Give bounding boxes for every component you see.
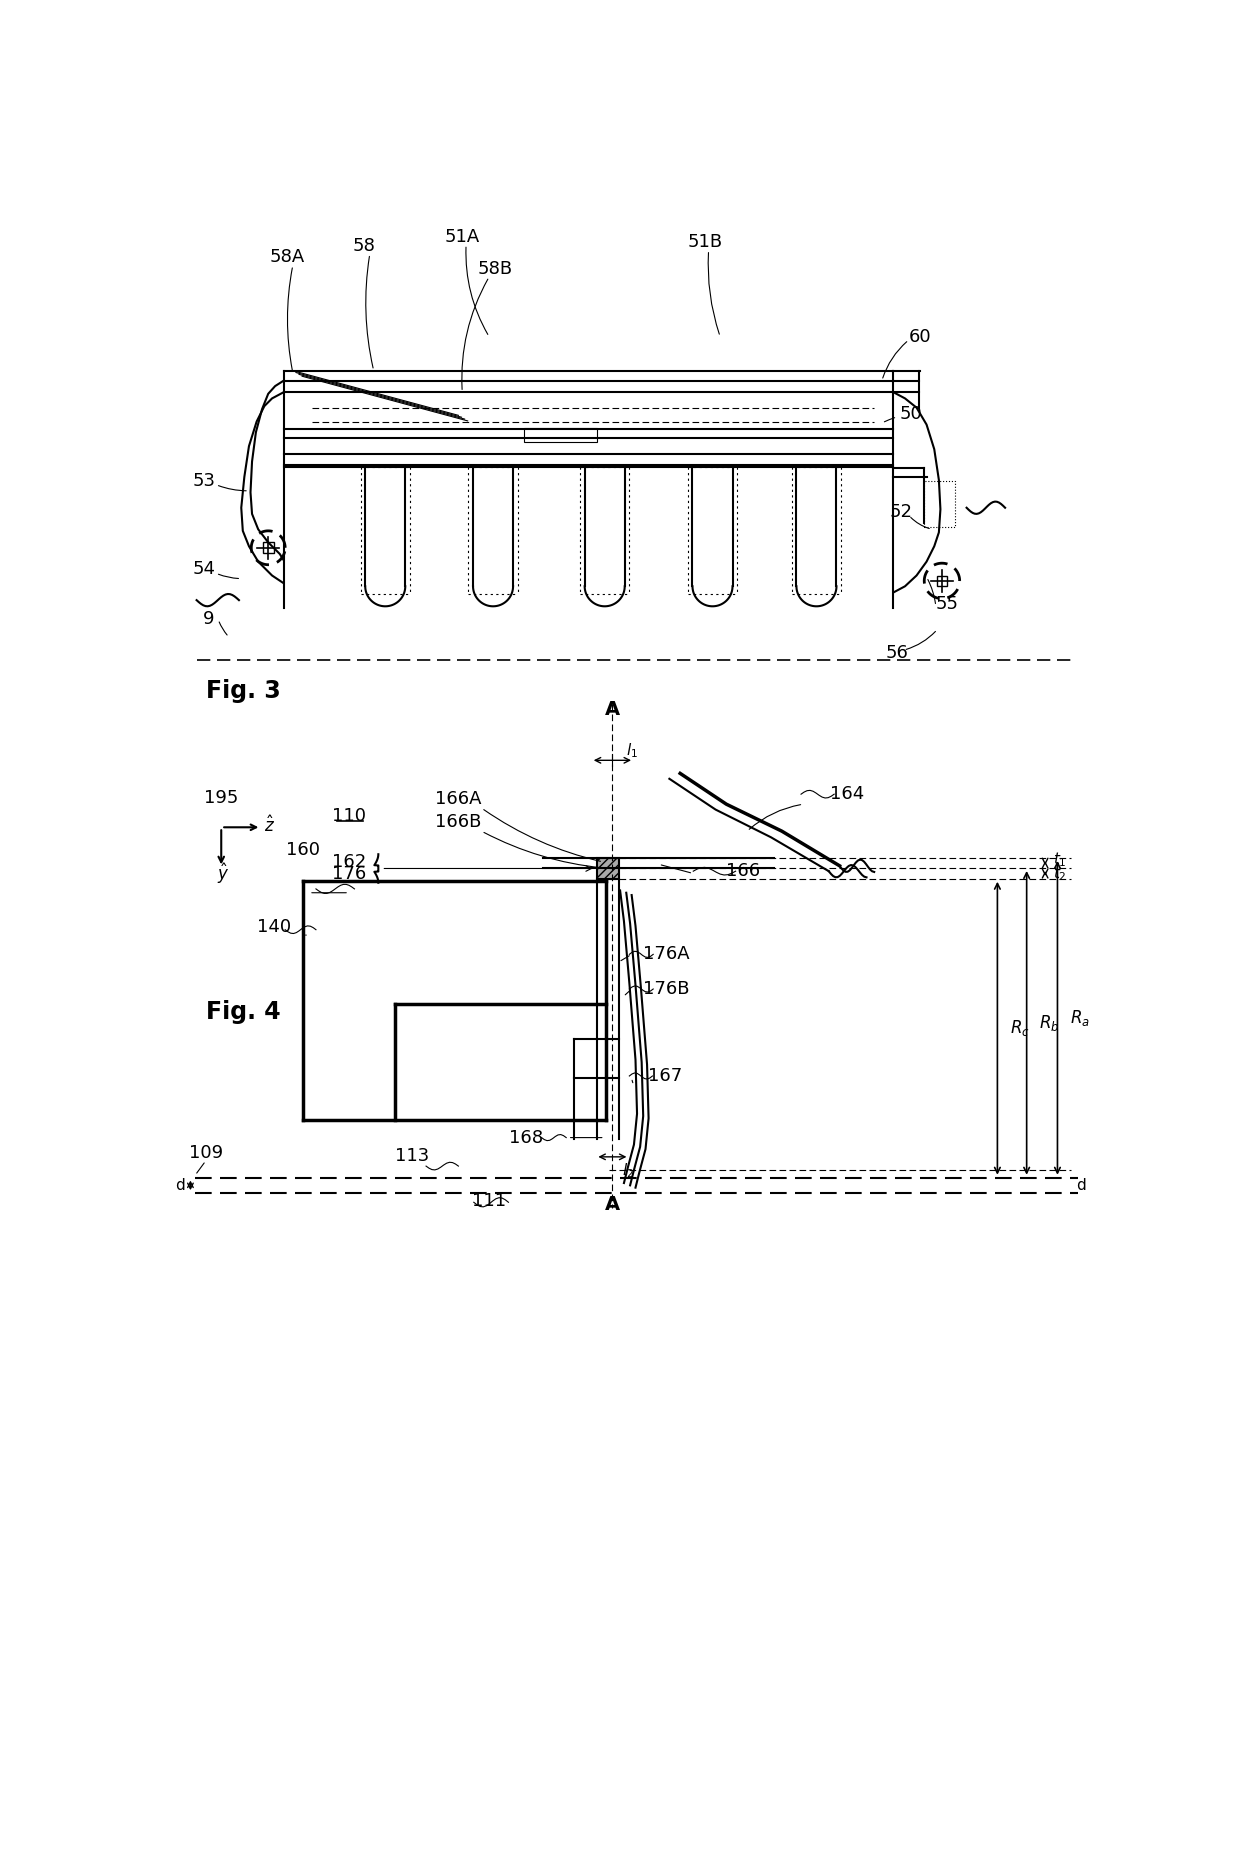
Text: 51A: 51A bbox=[445, 228, 480, 245]
Text: 167: 167 bbox=[647, 1068, 682, 1084]
Bar bbox=[263, 542, 274, 553]
Bar bbox=[936, 576, 947, 587]
Text: $t_2$: $t_2$ bbox=[1053, 864, 1066, 882]
Text: 52: 52 bbox=[889, 503, 913, 520]
Text: 195: 195 bbox=[205, 789, 238, 806]
Text: 111: 111 bbox=[472, 1192, 506, 1209]
Text: $l_1$: $l_1$ bbox=[626, 741, 639, 760]
Text: 140: 140 bbox=[257, 919, 290, 936]
Text: 166B: 166B bbox=[435, 813, 481, 830]
Text: 168: 168 bbox=[510, 1129, 543, 1146]
Text: 58A: 58A bbox=[270, 249, 305, 267]
Text: Fig. 3: Fig. 3 bbox=[206, 680, 280, 704]
Bar bbox=[523, 427, 596, 442]
Text: 166A: 166A bbox=[435, 789, 481, 808]
Text: A: A bbox=[605, 1196, 620, 1214]
Text: $R_c$: $R_c$ bbox=[1009, 1018, 1029, 1038]
Text: 176B: 176B bbox=[644, 980, 689, 997]
Text: $R_a$: $R_a$ bbox=[1070, 1008, 1090, 1029]
Text: 51B: 51B bbox=[687, 234, 723, 251]
Text: 160: 160 bbox=[286, 841, 320, 860]
Text: 58B: 58B bbox=[477, 260, 513, 279]
Text: 55: 55 bbox=[936, 594, 959, 613]
Bar bbox=[924, 481, 955, 527]
Text: 54: 54 bbox=[192, 561, 216, 578]
Text: 164: 164 bbox=[830, 786, 864, 804]
Text: 60: 60 bbox=[909, 329, 931, 345]
Text: $R_b$: $R_b$ bbox=[1039, 1012, 1059, 1032]
Text: 110: 110 bbox=[332, 806, 366, 825]
Text: d: d bbox=[175, 1177, 185, 1192]
Text: 176A: 176A bbox=[644, 945, 689, 964]
Text: 109: 109 bbox=[188, 1144, 223, 1162]
Text: $\hat{y}$: $\hat{y}$ bbox=[217, 862, 229, 886]
Text: $t_1$: $t_1$ bbox=[1053, 851, 1066, 869]
Text: A: A bbox=[605, 700, 620, 719]
Text: 53: 53 bbox=[192, 472, 216, 490]
Text: 56: 56 bbox=[885, 644, 909, 661]
Text: $\hat{z}$: $\hat{z}$ bbox=[264, 815, 275, 836]
Text: 9: 9 bbox=[202, 611, 213, 628]
Text: Fig. 4: Fig. 4 bbox=[206, 1001, 280, 1023]
Text: d: d bbox=[1075, 1177, 1085, 1192]
Text: 50: 50 bbox=[900, 405, 923, 423]
Text: 166: 166 bbox=[727, 862, 760, 880]
Text: 162: 162 bbox=[332, 852, 366, 871]
Text: 113: 113 bbox=[396, 1148, 429, 1164]
Bar bbox=[596, 858, 619, 878]
Text: $l_2$: $l_2$ bbox=[621, 1161, 634, 1179]
Text: 58: 58 bbox=[353, 238, 376, 254]
Text: 176: 176 bbox=[332, 865, 366, 884]
